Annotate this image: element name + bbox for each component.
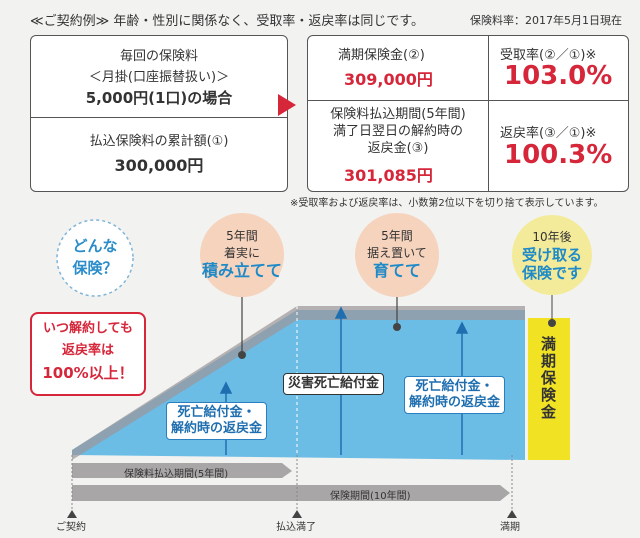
row-label: 満了日翌日の解約時の <box>332 124 463 139</box>
phase-emphasis: 保険です <box>521 264 582 282</box>
label-line: 解約時の返戻金 <box>409 395 501 410</box>
row-label: 保険料払込期間(5年間) <box>330 107 466 122</box>
premium-line: 5,000円(1口)の場合 <box>85 89 233 107</box>
benefit-label: 死亡給付金・ 解約時の返戻金 <box>404 376 506 414</box>
maturity: 満期保険金 <box>539 336 557 421</box>
premium-line: 毎回の保険料 <box>119 49 198 64</box>
label-line: 死亡給付金・ <box>177 405 256 420</box>
phase-line: 着実に <box>223 246 260 260</box>
rate-label: 受取率(②／①)※ <box>500 48 597 63</box>
phase-emphasis: 積み立てて <box>201 261 282 280</box>
row-amount: 309,000円 <box>344 70 433 89</box>
label-line: 死亡給付金・ <box>415 379 494 394</box>
phase-line: 10年後 <box>532 230 572 244</box>
callout: いつ解約しても 返戻率は 100%以上！ <box>30 312 146 396</box>
label-line: 解約時の返戻金 <box>171 421 263 436</box>
benefit-label: 災害死亡給付金 <box>283 373 385 395</box>
question: 保険？ <box>72 259 118 277</box>
total-label: 払込保険料の累計額(①) <box>89 134 229 149</box>
note: ※受取率および返戻率は、小数第2位以下を切り捨て表示しています。 <box>290 198 604 209</box>
callout-line: いつ解約しても <box>43 321 133 336</box>
header-date: 保険料率：2017年5月1日現在 <box>470 14 622 27</box>
results-box: 満期保険金(②) 309,000円 受取率(②／①)※ 103.0% 保険料払込… <box>307 35 629 192</box>
period: 保険期間(10年間) <box>330 491 411 502</box>
phase-line: 5年間 <box>381 229 413 243</box>
header-title: ≪ご契約例≫ 年齢・性別に関係なく、受取率・返戻率は同じです。 <box>30 14 425 29</box>
milestone: ご契約 <box>56 522 86 533</box>
phase-emphasis: 受け取る <box>521 246 582 264</box>
phase-line: 5年間 <box>226 229 258 243</box>
label-line: 災害死亡給付金 <box>288 376 380 391</box>
callout-line: 100%以上！ <box>42 364 134 382</box>
row-amount: 301,085円 <box>344 166 433 185</box>
row-label: 返戻金(③) <box>367 141 429 156</box>
milestone: 払込満了 <box>276 522 316 533</box>
rate: 103.0% <box>504 61 613 91</box>
phase-line: 据え置いて <box>367 246 427 260</box>
callout-line: 返戻率は <box>61 343 114 358</box>
arrow <box>278 94 296 116</box>
benefit-label: 死亡給付金・ 解約時の返戻金 <box>166 402 268 440</box>
premium-box: 毎回の保険料 ＜月掛(口座振替扱い)＞ 5,000円(1口)の場合 払込保険料の… <box>30 35 288 192</box>
period: 保険料払込期間(5年間) <box>124 469 229 480</box>
milestone: 満期 <box>500 522 520 533</box>
total-value: 300,000円 <box>114 156 204 175</box>
premium-line: ＜月掛(口座振替扱い)＞ <box>88 70 230 85</box>
question: どんな <box>72 237 118 255</box>
rate: 100.3% <box>504 140 613 170</box>
rate-label: 返戻率(③／①)※ <box>500 126 597 141</box>
phase-emphasis: 育てて <box>372 261 421 280</box>
row-label: 満期保険金(②) <box>338 48 425 63</box>
